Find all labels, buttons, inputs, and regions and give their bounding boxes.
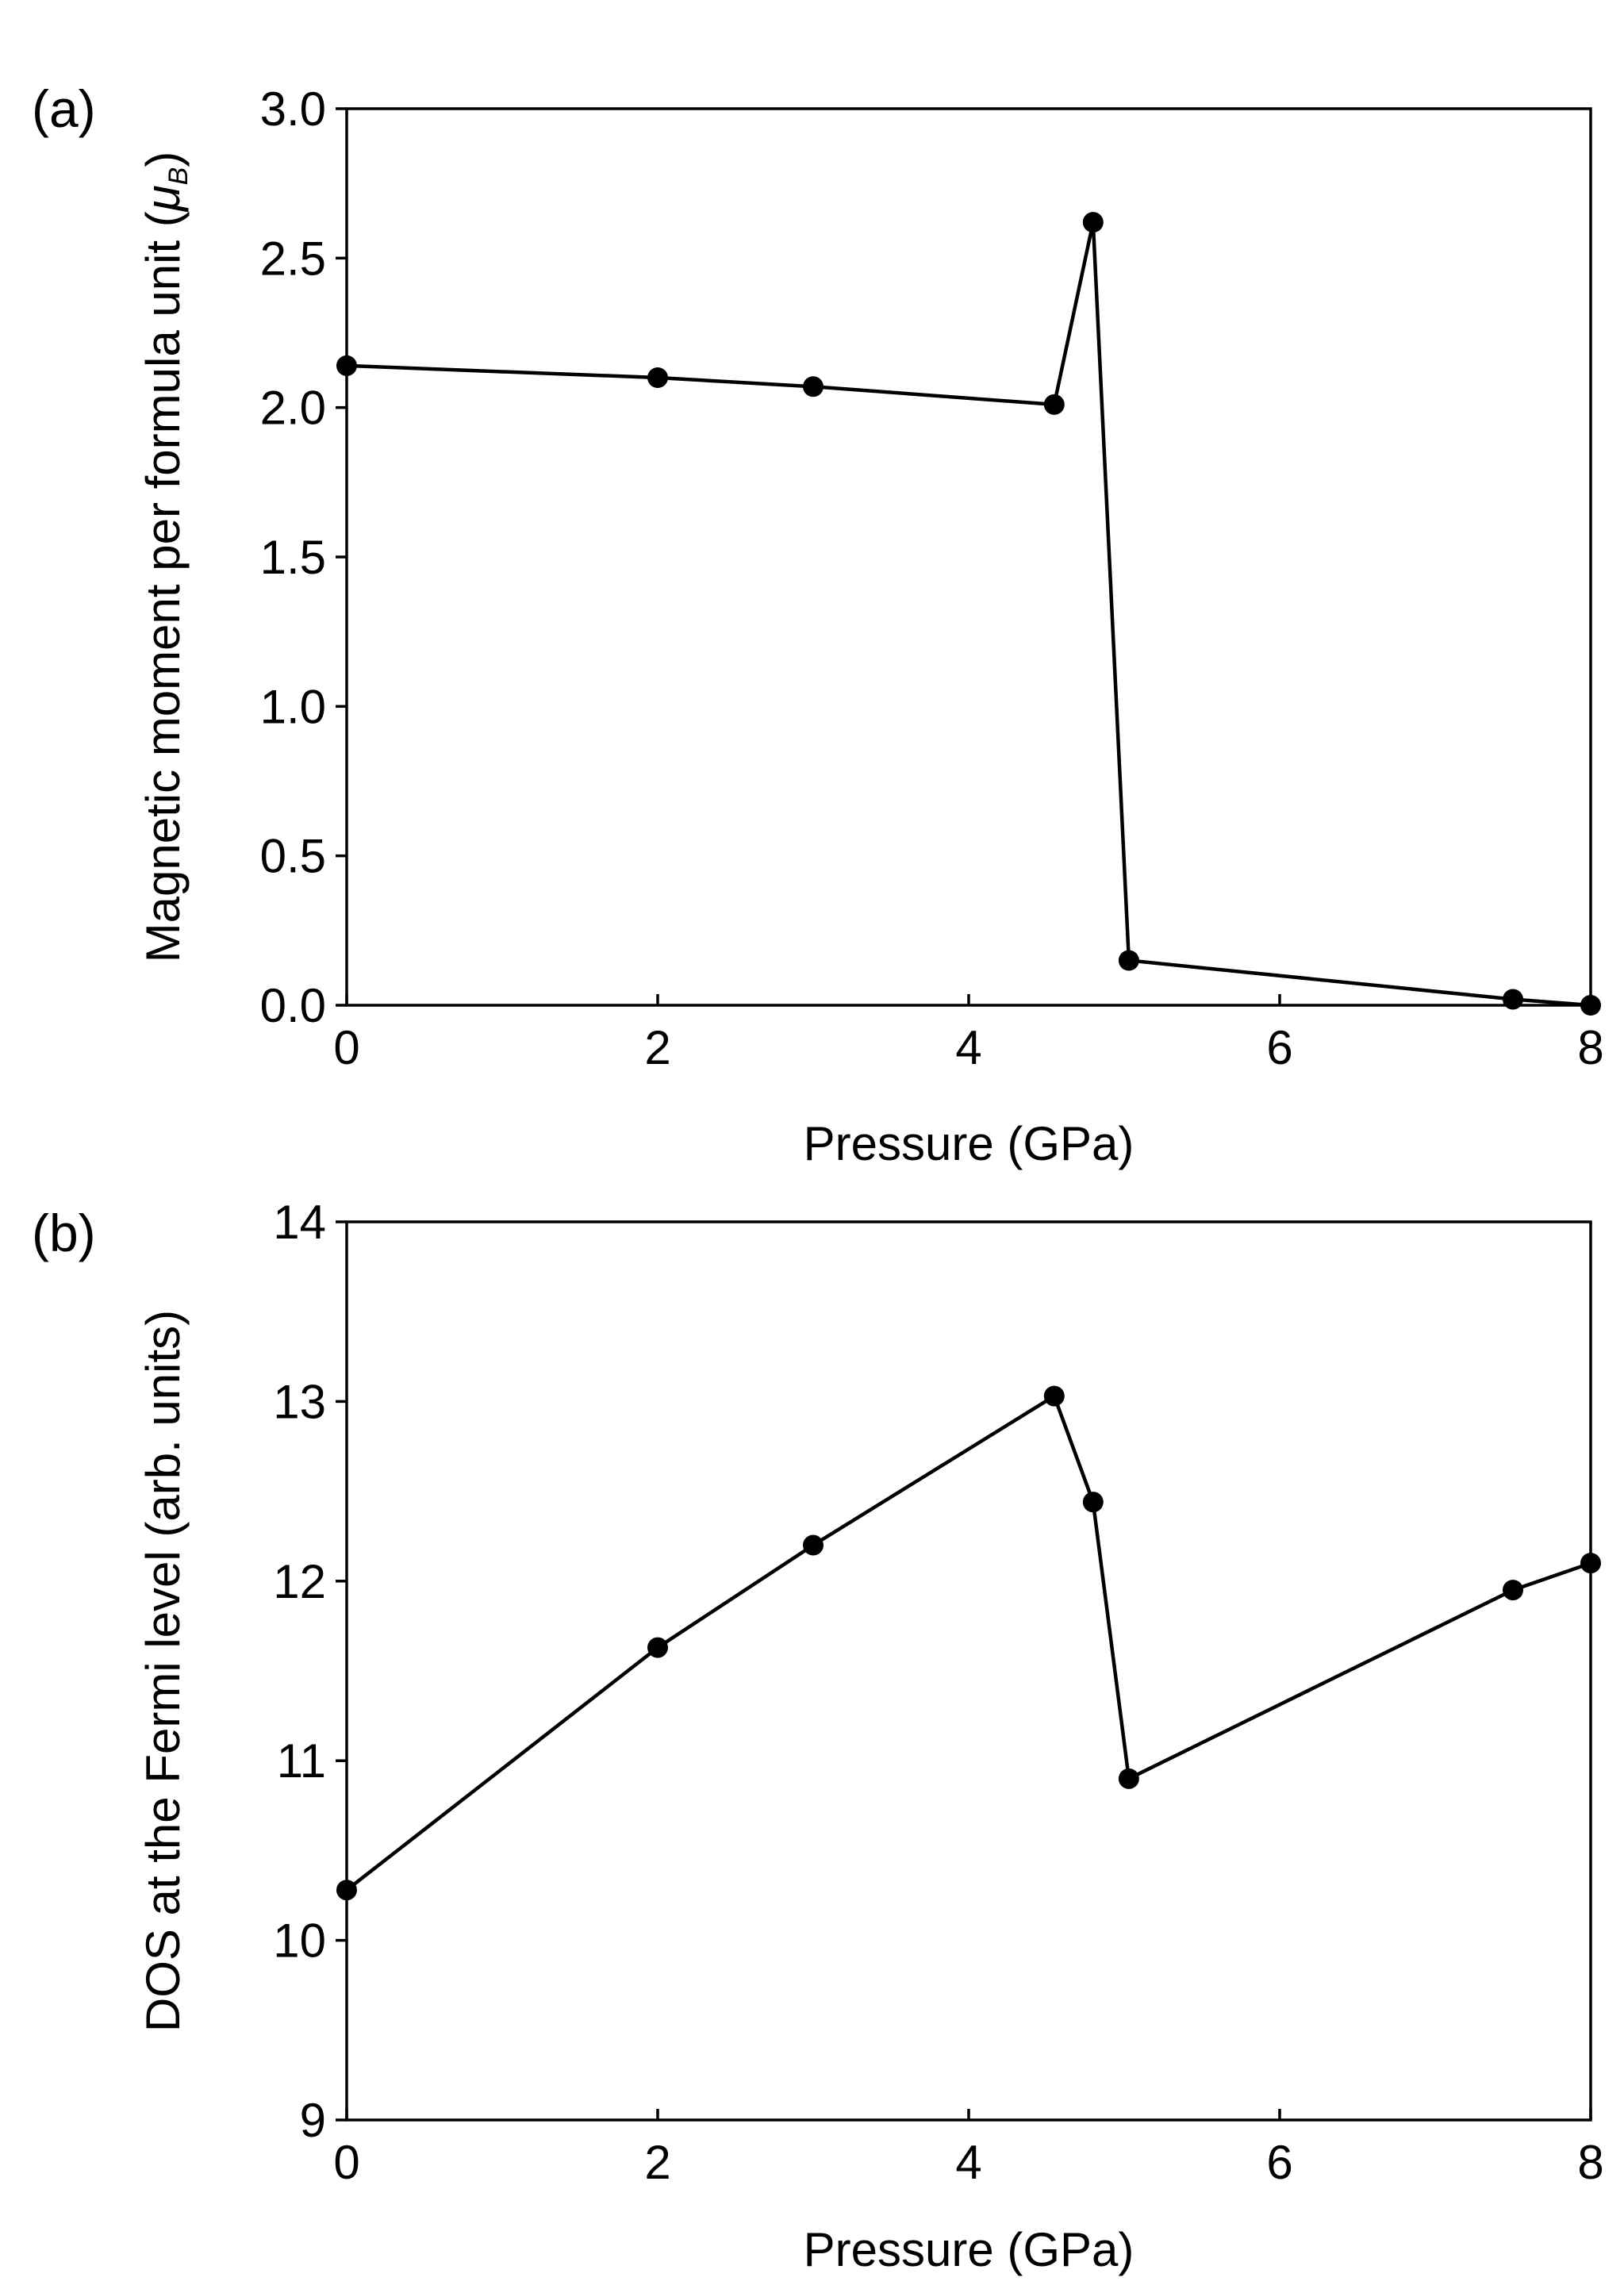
panel-a-series-line: [346, 221, 1591, 1008]
panel-b-y-tick-label: 13: [273, 1375, 326, 1428]
panel-b-data-point: [1580, 1553, 1601, 1574]
panel-a-y-tick-label: 2.0: [260, 382, 326, 435]
panel-a-x-tick-label: 6: [1266, 1021, 1292, 1074]
panel-a-y-tick-label: 0.0: [260, 979, 326, 1032]
panel-a-y-axis-title-close: ): [136, 152, 190, 167]
panel-b-data-point: [336, 1880, 357, 1901]
panel-a-y-tick-label: 3.0: [260, 83, 326, 136]
panel-b-y-tick-labels: 9 10 11 12 13 14: [273, 1196, 326, 2147]
panel-a-data-point: [803, 376, 824, 397]
panel-b-label: (b): [32, 1204, 96, 1262]
panel-b-series-line: [345, 1393, 1591, 1891]
panel-b-y-tick-label: 14: [273, 1196, 326, 1249]
panel-b-x-tick-label: 2: [644, 2136, 670, 2189]
panel-a-data-point: [647, 367, 668, 388]
panel-a-label: (a): [32, 79, 96, 138]
panel-b-y-axis-title: DOS at the Fermi level (arb. units): [136, 1310, 190, 2032]
panel-b-x-tick-label: 6: [1266, 2136, 1292, 2189]
panel-b-ticks: [336, 1220, 1592, 2122]
panel-a-y-tick-label: 1.0: [260, 680, 326, 733]
panel-a-data-point: [1043, 394, 1065, 415]
panel-b-plot-frame: [345, 1220, 1592, 2122]
panel-a-data-point: [1082, 212, 1104, 233]
panel-a-y-tick-label: 2.5: [260, 232, 326, 285]
panel-a-series: [336, 212, 1601, 1016]
panel-a-plot-frame: [345, 107, 1592, 1007]
panel-a-magnetic-moment-chart: (a) 0.0 0.5 1.0 1.5 2.0 2.5 3.0 0 2 4 6 8 Pressure…: [32, 79, 1604, 1170]
panel-a-y-axis-title-text: Magnetic moment per formula unit (: [136, 211, 190, 962]
panel-a-x-tick-label: 2: [644, 1021, 670, 1074]
panel-a-x-tick-label: 8: [1577, 1021, 1603, 1074]
panel-b-dos-chart: (b) 9 10 11 12 13 14 0 2 4 6 8 Pressure (GPa) DOS…: [32, 1196, 1604, 2276]
panel-b-x-tick-label: 4: [955, 2136, 981, 2189]
panel-a-y-tick-labels: 0.0 0.5 1.0 1.5 2.0 2.5 3.0: [260, 83, 326, 1032]
panel-a-ticks: [336, 107, 1592, 1007]
panel-b-y-tick-label: 10: [273, 1914, 326, 1968]
panel-a-y-axis-title: Magnetic moment per formula unit (μB): [136, 152, 194, 963]
panel-a-y-tick-label: 0.5: [260, 830, 326, 883]
panel-a-y-axis-title-subscript: B: [163, 167, 194, 186]
panel-b-data-point: [1043, 1385, 1065, 1407]
panel-b-data-point: [803, 1534, 824, 1556]
panel-a-y-axis-title-symbol: μ: [136, 185, 190, 213]
panel-a-x-tick-labels: 0 2 4 6 8: [333, 1021, 1603, 1074]
panel-a-data-point: [336, 355, 357, 376]
panel-b-x-tick-label: 0: [333, 2136, 359, 2189]
panel-a-data-point: [1118, 950, 1139, 971]
panel-a-data-point: [1580, 995, 1601, 1016]
panel-b-data-point: [1503, 1580, 1523, 1601]
panel-b-data-point: [647, 1637, 668, 1658]
panel-a-x-axis-title: Pressure (GPa): [804, 1117, 1134, 1170]
panel-b-series: [336, 1385, 1601, 1901]
panel-b-y-tick-label: 11: [277, 1734, 326, 1788]
panel-b-x-axis-title: Pressure (GPa): [804, 2223, 1134, 2276]
panel-a-x-tick-label: 0: [333, 1021, 359, 1074]
panel-b-data-point: [1118, 1768, 1139, 1789]
panel-b-x-tick-label: 8: [1577, 2136, 1603, 2189]
panel-a-data-point: [1503, 989, 1523, 1010]
panel-b-data-point: [1082, 1492, 1104, 1513]
panel-a-y-tick-label: 1.5: [260, 531, 326, 584]
panel-a-x-tick-label: 4: [955, 1021, 981, 1074]
panel-b-x-tick-labels: 0 2 4 6 8: [333, 2136, 1603, 2189]
panel-b-y-tick-label: 12: [273, 1555, 326, 1608]
panel-b-y-tick-label: 9: [300, 2094, 326, 2147]
